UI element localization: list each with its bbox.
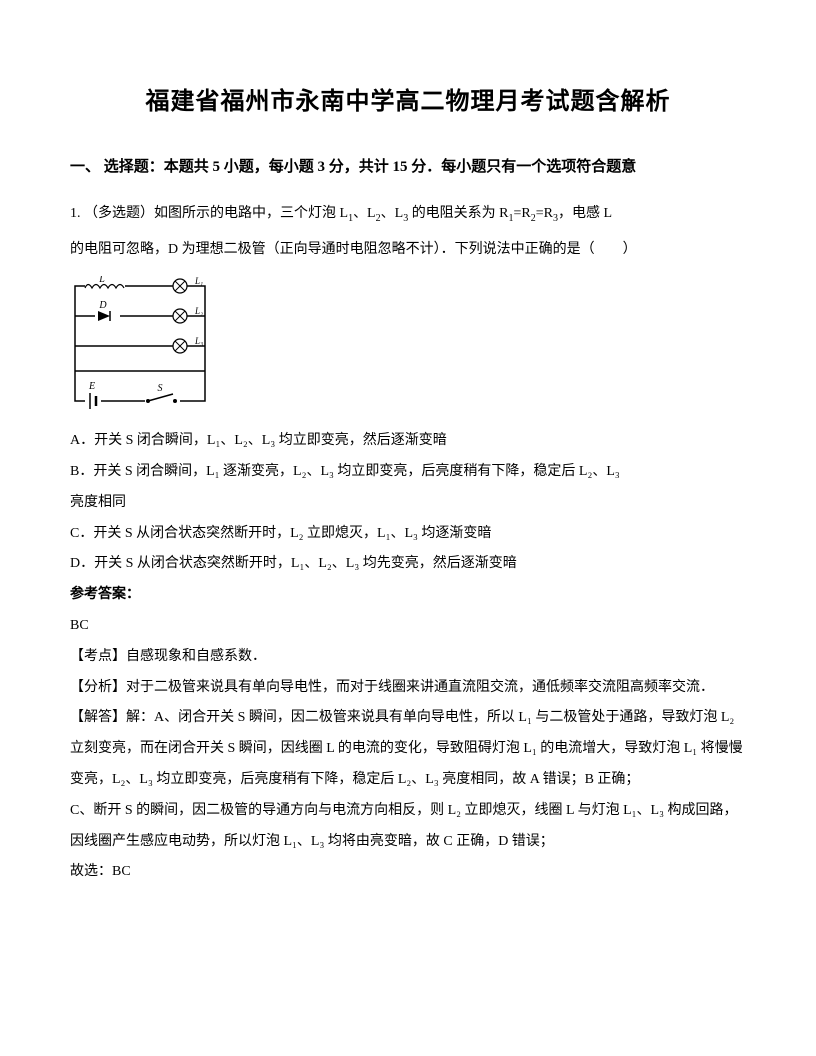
solve-a-text: 解：A、闭合开关 S 瞬间，因二极管来说具有单向导电性，所以 L₁ 与二极管处于…	[70, 710, 743, 787]
option-d: D．开关 S 从闭合状态突然断开时，L₁、L₂、L₃ 均先变亮，然后逐渐变暗	[70, 549, 746, 580]
conclusion: 故选：BC	[70, 857, 746, 888]
answer-value: BC	[70, 611, 746, 642]
solve-c: C、断开 S 的瞬间，因二极管的导通方向与电流方向相反，则 L₂ 立即熄灭，线圈…	[70, 796, 746, 858]
svg-text:D: D	[98, 300, 107, 311]
svg-text:S: S	[158, 383, 163, 394]
svg-text:L: L	[98, 276, 105, 285]
stem-text-2: 、L	[353, 206, 376, 221]
svg-text:E: E	[88, 381, 95, 392]
option-d-text: 开关 S 从闭合状态突然断开时，L₁、L₂、L₃ 均先变亮，然后逐渐变暗	[94, 556, 517, 571]
svg-text:L₂: L₂	[194, 306, 203, 316]
stem-text-7: ，电感 L	[558, 206, 612, 221]
topic-line: 【考点】自感现象和自感系数．	[70, 642, 746, 673]
analysis-line: 【分析】对于二极管来说具有单向导电性，而对于线圈来讲通直流阻交流，通低频率交流阻…	[70, 673, 746, 704]
option-b: B．开关 S 闭合瞬间，L₁ 逐渐变亮，L₂、L₃ 均立即变亮，后亮度稍有下降，…	[70, 457, 746, 488]
svg-text:L₁: L₁	[194, 276, 203, 286]
topic-label: 【考点】	[70, 649, 126, 664]
option-c-text: 开关 S 从闭合状态突然断开时，L₂ 立即熄灭，L₁、L₃ 均逐渐变暗	[93, 526, 491, 541]
answer-label: 参考答案：	[70, 580, 746, 611]
option-c-label: C．	[70, 526, 93, 541]
stem-text-3: 、L	[381, 206, 404, 221]
solve-label: 【解答】	[70, 710, 126, 725]
option-a: A．开关 S 闭合瞬间，L₁、L₂、L₃ 均立即变亮，然后逐渐变暗	[70, 426, 746, 457]
option-c: C．开关 S 从闭合状态突然断开时，L₂ 立即熄灭，L₁、L₃ 均逐渐变暗	[70, 519, 746, 550]
question-stem-line2: 的电阻可忽略，D 为理想二极管（正向导通时电阻忽略不计）．下列说法中正确的是（ …	[70, 235, 746, 266]
question-stem: 1. （多选题）如图所示的电路中，三个灯泡 L1、L2、L3 的电阻关系为 R1…	[70, 199, 746, 230]
topic-text: 自感现象和自感系数．	[126, 649, 266, 664]
option-a-label: A．	[70, 433, 94, 448]
question-number: 1.	[70, 206, 81, 221]
stem-text-4: 的电阻关系为 R	[408, 206, 508, 221]
section-header: 一、 选择题：本题共 5 小题，每小题 3 分，共计 15 分．每小题只有一个选…	[70, 154, 746, 181]
page-title: 福建省福州市永南中学高二物理月考试题含解析	[70, 80, 746, 126]
option-a-text: 开关 S 闭合瞬间，L₁、L₂、L₃ 均立即变亮，然后逐渐变暗	[94, 433, 447, 448]
stem-text-6: =R	[536, 206, 553, 221]
option-d-label: D．	[70, 556, 94, 571]
analysis-label: 【分析】	[70, 680, 126, 695]
stem-text-5: =R	[514, 206, 531, 221]
stem-text-1: （多选题）如图所示的电路中，三个灯泡 L	[84, 206, 348, 221]
option-b-label: B．	[70, 464, 93, 479]
solve-a: 【解答】解：A、闭合开关 S 瞬间，因二极管来说具有单向导电性，所以 L₁ 与二…	[70, 703, 746, 795]
svg-text:L₃: L₃	[194, 336, 203, 346]
option-b-cont: 亮度相同	[70, 488, 746, 519]
analysis-text: 对于二极管来说具有单向导电性，而对于线圈来讲通直流阻交流，通低频率交流阻高频率交…	[126, 680, 714, 695]
circuit-diagram: L L₁ D L₂ L₃ E S	[70, 276, 230, 416]
option-b-text: 开关 S 闭合瞬间，L₁ 逐渐变亮，L₂、L₃ 均立即变亮，后亮度稍有下降，稳定…	[93, 464, 619, 479]
